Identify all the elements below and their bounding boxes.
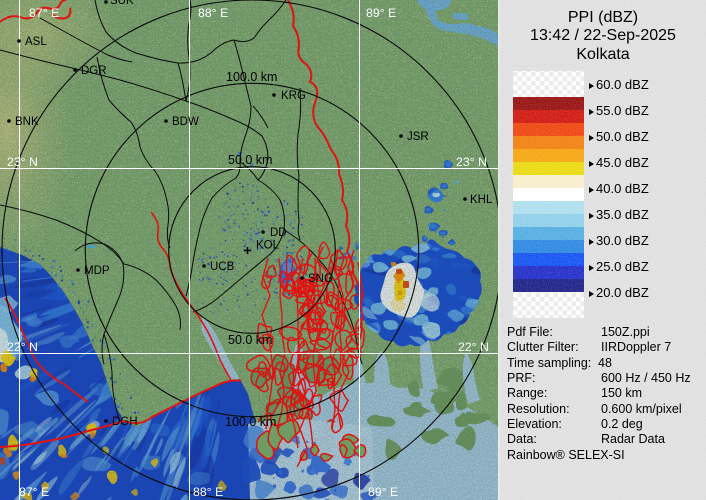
svg-text:88° E: 88° E [193, 485, 223, 499]
svg-text:DGH: DGH [112, 416, 138, 428]
svg-text:100.0 km: 100.0 km [226, 70, 277, 84]
svg-text:100.0 km: 100.0 km [225, 415, 276, 429]
svg-text:22° N: 22° N [458, 340, 489, 354]
svg-text:BDW: BDW [172, 116, 199, 128]
svg-text:89° E: 89° E [368, 485, 398, 499]
svg-text:23° N: 23° N [456, 155, 487, 169]
svg-text:88° E: 88° E [198, 6, 228, 20]
svg-text:KHL: KHL [470, 194, 493, 206]
svg-text:22° N: 22° N [7, 340, 38, 354]
svg-text:DD: DD [270, 227, 287, 239]
svg-text:SUK: SUK [110, 0, 134, 7]
svg-text:89° E: 89° E [366, 6, 396, 20]
svg-text:KRG: KRG [281, 90, 306, 102]
svg-text:ASL: ASL [25, 36, 47, 48]
svg-text:KOL: KOL [256, 240, 280, 252]
svg-text:DGR: DGR [81, 65, 107, 77]
svg-text:50.0 km: 50.0 km [228, 153, 272, 167]
svg-text:JSR: JSR [407, 131, 429, 143]
svg-text:87° E: 87° E [19, 485, 49, 499]
svg-text:UCB: UCB [210, 261, 235, 273]
svg-text:MDP: MDP [84, 265, 110, 277]
svg-text:50.0 km: 50.0 km [228, 333, 272, 347]
svg-text:23° N: 23° N [7, 155, 38, 169]
svg-text:87° E: 87° E [29, 6, 59, 20]
svg-text:BNK: BNK [15, 116, 39, 128]
svg-text:SNG: SNG [308, 273, 333, 285]
